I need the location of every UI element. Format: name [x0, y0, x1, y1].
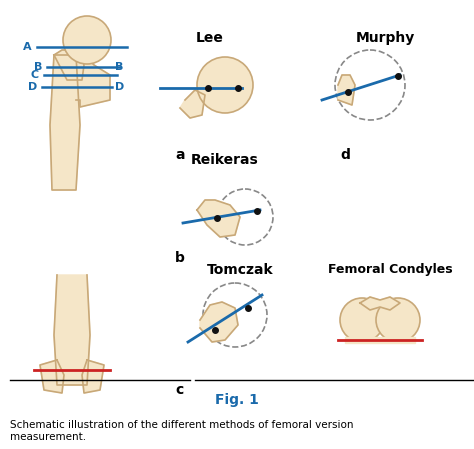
Circle shape — [340, 298, 384, 342]
Circle shape — [376, 298, 420, 342]
Text: Murphy: Murphy — [356, 31, 415, 45]
Circle shape — [63, 16, 111, 64]
Text: D: D — [28, 82, 37, 92]
Text: Schematic illustration of the different methods of femoral version
measurement.: Schematic illustration of the different … — [10, 420, 354, 442]
Polygon shape — [360, 297, 400, 310]
Circle shape — [197, 57, 253, 113]
Text: Lee: Lee — [196, 31, 224, 45]
Polygon shape — [197, 200, 240, 237]
Polygon shape — [180, 90, 205, 118]
Polygon shape — [82, 360, 104, 393]
Text: Fig. 1: Fig. 1 — [215, 393, 259, 407]
Text: D: D — [115, 82, 124, 92]
Text: Reikeras: Reikeras — [191, 153, 259, 167]
Text: C: C — [31, 70, 39, 80]
Text: A: A — [23, 42, 32, 52]
Polygon shape — [54, 275, 90, 385]
Polygon shape — [40, 360, 64, 393]
Polygon shape — [200, 302, 238, 342]
Text: b: b — [175, 251, 185, 265]
Polygon shape — [54, 50, 84, 80]
Polygon shape — [345, 337, 415, 343]
Text: B: B — [115, 62, 123, 72]
Text: a: a — [175, 148, 184, 162]
Text: B: B — [34, 62, 42, 72]
Polygon shape — [338, 75, 355, 105]
Polygon shape — [50, 55, 80, 190]
Polygon shape — [76, 55, 110, 107]
Text: Femoral Condyles: Femoral Condyles — [328, 264, 452, 277]
Text: c: c — [175, 383, 183, 397]
Text: Tomczak: Tomczak — [207, 263, 273, 277]
Text: d: d — [340, 148, 350, 162]
